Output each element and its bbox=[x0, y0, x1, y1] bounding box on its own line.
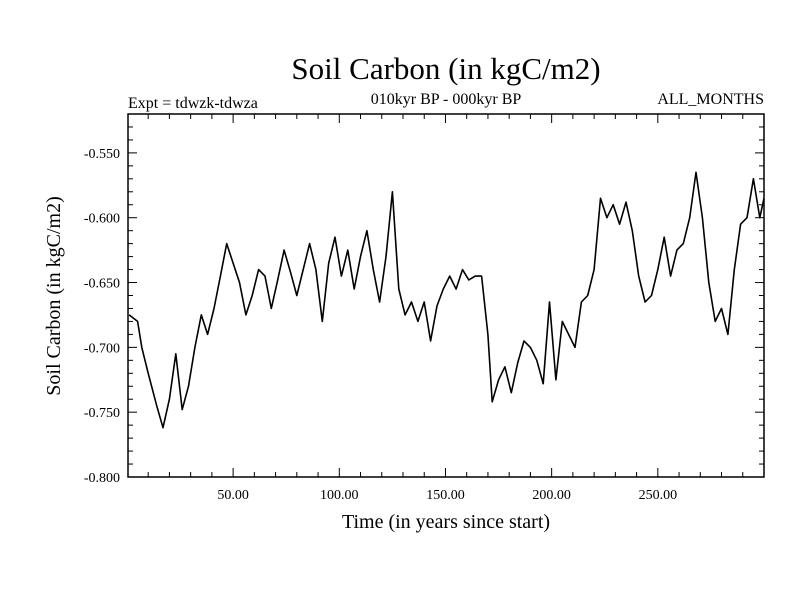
months-label: ALL_MONTHS bbox=[657, 91, 764, 108]
chart-title: Soil Carbon (in kgC/m2) bbox=[291, 51, 600, 86]
plot-frame bbox=[127, 113, 765, 478]
y-tick-label: -0.550 bbox=[84, 147, 120, 162]
series-layer bbox=[128, 171, 765, 429]
x-axis-label: Time (in years since start) bbox=[342, 511, 550, 533]
soil-carbon-series-line bbox=[128, 171, 765, 429]
x-tick-label: 200.00 bbox=[532, 488, 571, 503]
y-tick-label: -0.800 bbox=[84, 471, 120, 486]
x-tick-label: 100.00 bbox=[320, 488, 359, 503]
x-tick-label: 250.00 bbox=[639, 488, 678, 503]
y-tick-label: -0.750 bbox=[84, 406, 120, 421]
y-tick-label: -0.650 bbox=[84, 277, 120, 292]
y-tick-label: -0.600 bbox=[84, 212, 120, 227]
experiment-label: Expt = tdwzk-tdwza bbox=[128, 95, 258, 112]
x-tick-label: 50.00 bbox=[217, 488, 249, 503]
y-tick-label: -0.700 bbox=[84, 341, 120, 356]
period-label: 010kyr BP - 000kyr BP bbox=[371, 91, 522, 108]
x-axis-ticks: 50.00 100.00 150.00 200.00 250.00 bbox=[147, 114, 765, 503]
y-axis-ticks: -0.800 -0.750 -0.700 -0.650 -0.600 -0.550 bbox=[84, 113, 764, 486]
x-tick-label: 150.00 bbox=[426, 488, 465, 503]
y-axis-label: Soil Carbon (in kgC/m2) bbox=[43, 196, 65, 395]
